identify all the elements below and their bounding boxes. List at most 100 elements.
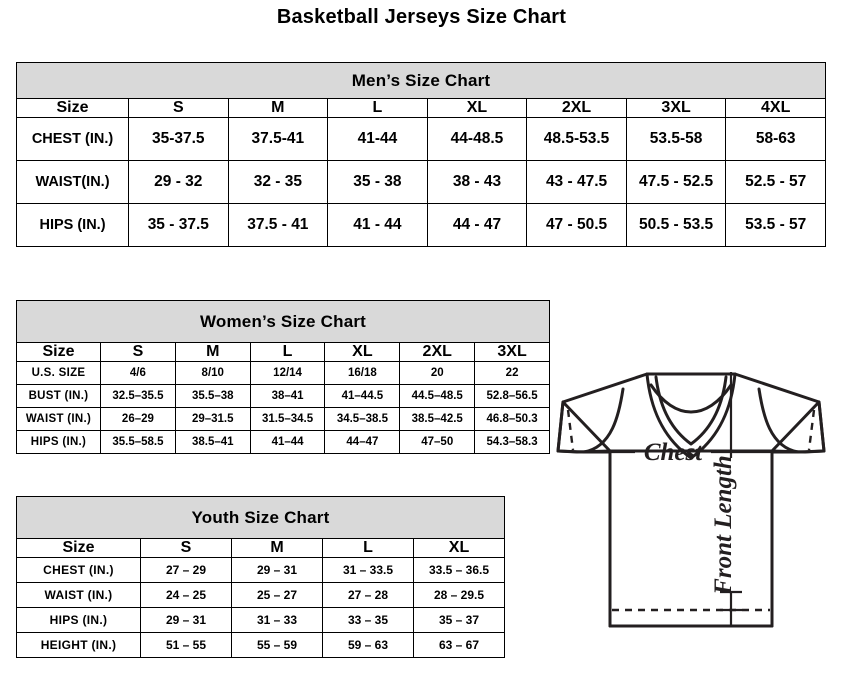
table-row: WAIST (IN.) 24 – 25 25 – 27 27 – 28 28 –… [16, 582, 505, 608]
womens-header-xl: XL [324, 342, 401, 362]
womens-hips-3xl: 54.3–58.3 [474, 430, 550, 454]
page-title: Basketball Jerseys Size Chart [276, 6, 567, 28]
shirt-left-outline [556, 372, 649, 454]
womens-header-size: Size [16, 342, 101, 362]
womens-bust-l: 38–41 [249, 384, 326, 408]
youth-hips-l: 33 – 35 [322, 607, 414, 633]
mens-size-chart-table: Men’s Size Chart Size S M L XL 2XL 3XL 4… [16, 62, 826, 247]
mens-size-chart-section: Men’s Size Chart Size S M L XL 2XL 3XL 4… [16, 62, 826, 247]
mens-chest-xl: 44-48.5 [426, 117, 528, 161]
youth-hips-m: 31 – 33 [231, 607, 323, 633]
youth-height-m: 55 – 59 [231, 632, 323, 658]
mens-header-xl: XL [426, 98, 528, 118]
mens-chest-4xl: 58-63 [725, 117, 826, 161]
womens-bust-3xl: 52.8–56.5 [474, 384, 550, 408]
front-length-label: Front Length [710, 455, 737, 596]
mens-row-label-waist: WAIST(IN.) [16, 160, 129, 204]
womens-waist-m: 29–31.5 [174, 407, 251, 431]
youth-waist-xl: 28 – 29.5 [413, 582, 505, 608]
womens-header-l: L [249, 342, 326, 362]
mens-chest-3xl: 53.5-58 [625, 117, 727, 161]
mens-chart-header-row: Size S M L XL 2XL 3XL 4XL [16, 98, 826, 118]
mens-hips-m: 37.5 - 41 [227, 203, 329, 247]
youth-chest-s: 27 – 29 [140, 557, 232, 583]
womens-us-size-xl: 16/18 [324, 361, 401, 385]
womens-hips-xl: 44–47 [324, 430, 401, 454]
youth-row-label-waist: WAIST (IN.) [16, 582, 141, 608]
mens-header-m: M [227, 98, 329, 118]
mens-hips-s: 35 - 37.5 [128, 203, 229, 247]
mens-chest-m: 37.5-41 [227, 117, 329, 161]
youth-header-xl: XL [413, 538, 505, 558]
mens-header-s: S [128, 98, 229, 118]
mens-chest-s: 35-37.5 [128, 117, 229, 161]
shirt-torso [608, 449, 774, 628]
womens-header-m: M [174, 342, 251, 362]
mens-hips-4xl: 53.5 - 57 [725, 203, 826, 247]
mens-hips-3xl: 50.5 - 53.5 [625, 203, 727, 247]
womens-hips-2xl: 47–50 [399, 430, 476, 454]
jersey-measurement-diagram: Chest Front Length [527, 355, 839, 667]
shirt-right-outline [733, 372, 826, 454]
mens-chart-caption: Men’s Size Chart [16, 62, 826, 99]
mens-hips-xl: 44 - 47 [426, 203, 528, 247]
shirt-neckline-outer [645, 372, 737, 460]
mens-header-3xl: 3XL [625, 98, 727, 118]
youth-height-s: 51 – 55 [140, 632, 232, 658]
youth-waist-m: 25 – 27 [231, 582, 323, 608]
womens-size-chart-table: Women’s Size Chart Size S M L XL 2XL 3XL… [16, 300, 550, 454]
table-row: WAIST (IN.) 26–29 29–31.5 31.5–34.5 34.5… [16, 407, 550, 431]
table-row: U.S. SIZE 4/6 8/10 12/14 16/18 20 22 [16, 361, 550, 385]
womens-chart-caption-row: Women’s Size Chart [16, 300, 550, 343]
youth-header-size: Size [16, 538, 141, 558]
table-row: HIPS (IN.) 35 - 37.5 37.5 - 41 41 - 44 4… [16, 203, 826, 247]
mens-hips-l: 41 - 44 [327, 203, 428, 247]
shirt-neckline-inner [654, 375, 728, 446]
womens-us-size-2xl: 20 [399, 361, 476, 385]
mens-waist-4xl: 52.5 - 57 [725, 160, 826, 204]
mens-waist-s: 29 - 32 [128, 160, 229, 204]
youth-hips-xl: 35 – 37 [413, 607, 505, 633]
youth-header-l: L [322, 538, 414, 558]
table-row: CHEST (IN.) 35-37.5 37.5-41 41-44 44-48.… [16, 117, 826, 161]
mens-chart-caption-row: Men’s Size Chart [16, 62, 826, 99]
youth-size-chart-table: Youth Size Chart Size S M L XL CHEST (IN… [16, 496, 505, 658]
right-sleeve-stitch-dash [807, 409, 816, 451]
womens-waist-l: 31.5–34.5 [249, 407, 326, 431]
youth-header-m: M [231, 538, 323, 558]
youth-row-label-height: HEIGHT (IN.) [16, 632, 141, 658]
table-row: HEIGHT (IN.) 51 – 55 55 – 59 59 – 63 63 … [16, 632, 505, 658]
left-sleeve-stitch-dash [566, 409, 575, 451]
womens-row-label-us-size: U.S. SIZE [16, 361, 101, 385]
youth-chart-caption: Youth Size Chart [16, 496, 505, 539]
womens-chart-caption: Women’s Size Chart [16, 300, 550, 343]
womens-bust-xl: 41–44.5 [324, 384, 401, 408]
table-row: HIPS (IN.) 29 – 31 31 – 33 33 – 35 35 – … [16, 607, 505, 633]
chest-label: Chest [644, 439, 703, 466]
mens-waist-xl: 38 - 43 [426, 160, 528, 204]
youth-chest-m: 29 – 31 [231, 557, 323, 583]
youth-height-xl: 63 – 67 [413, 632, 505, 658]
youth-size-chart-section: Youth Size Chart Size S M L XL CHEST (IN… [16, 496, 505, 658]
shirt-collar-arc-lower [649, 383, 733, 414]
table-row: WAIST(IN.) 29 - 32 32 - 35 35 - 38 38 - … [16, 160, 826, 204]
youth-hips-s: 29 – 31 [140, 607, 232, 633]
womens-hips-m: 38.5–41 [174, 430, 251, 454]
youth-row-label-hips: HIPS (IN.) [16, 607, 141, 633]
mens-waist-l: 35 - 38 [327, 160, 428, 204]
womens-waist-2xl: 38.5–42.5 [399, 407, 476, 431]
mens-chest-l: 41-44 [327, 117, 428, 161]
youth-chart-caption-row: Youth Size Chart [16, 496, 505, 539]
mens-header-2xl: 2XL [526, 98, 627, 118]
womens-hips-l: 41–44 [249, 430, 326, 454]
mens-waist-m: 32 - 35 [227, 160, 329, 204]
youth-chart-header-row: Size S M L XL [16, 538, 505, 558]
youth-chest-l: 31 – 33.5 [322, 557, 414, 583]
mens-row-label-chest: CHEST (IN.) [16, 117, 129, 161]
youth-header-s: S [140, 538, 232, 558]
mens-header-l: L [327, 98, 428, 118]
womens-size-chart-section: Women’s Size Chart Size S M L XL 2XL 3XL… [16, 300, 550, 454]
youth-row-label-chest: CHEST (IN.) [16, 557, 141, 583]
mens-row-label-hips: HIPS (IN.) [16, 203, 129, 247]
womens-us-size-s: 4/6 [100, 361, 176, 385]
